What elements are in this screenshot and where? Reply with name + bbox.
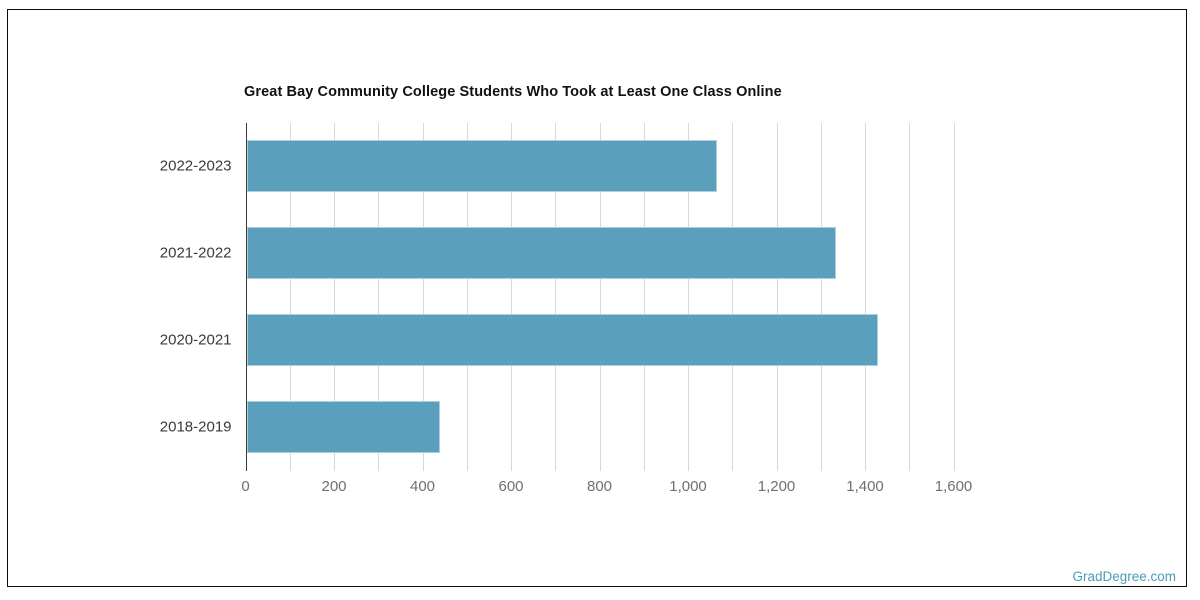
x-axis-tick-label-400: 400 [409, 477, 436, 495]
gridline-x-1300 [820, 123, 822, 471]
gridline-x-1400 [865, 123, 866, 471]
gridline-x-700 [555, 123, 557, 471]
gridline-x-500 [466, 123, 468, 471]
x-axis-tick-label-1,600: 1,600 [934, 477, 973, 495]
bar-2021-2022 [247, 227, 836, 280]
gridline-x-900 [643, 123, 645, 471]
x-axis-tick-label-1,000: 1,000 [669, 477, 707, 495]
category-label-2022-2023: 2022-2023 [159, 157, 232, 175]
gridline-x-1100 [732, 123, 734, 471]
y-axis-line [245, 123, 247, 471]
x-axis-tick-label-600: 600 [498, 477, 524, 495]
x-axis-tick-label-200: 200 [321, 477, 347, 495]
x-axis-tick-label-800: 800 [586, 477, 613, 495]
category-label-2020-2021: 2020-2021 [159, 331, 232, 349]
gridline-x-200 [334, 123, 335, 471]
gridline-x-600 [511, 123, 512, 471]
chart-title: Great Bay Community College Students Who… [244, 84, 782, 100]
x-axis-tick-label-1,200: 1,200 [757, 477, 796, 495]
bar-2018-2019 [247, 401, 441, 454]
gridline-x-1600 [953, 123, 955, 471]
bar-2022-2023 [247, 140, 718, 193]
gridline-x-1200 [776, 123, 778, 471]
gridline-x-300 [378, 123, 380, 471]
gridline-x-1500 [909, 123, 911, 471]
x-axis-tick-label-1,400: 1,400 [846, 477, 884, 495]
category-label-2021-2022: 2021-2022 [159, 244, 232, 262]
gridline-x-800 [599, 123, 601, 471]
gridline-x-1000 [688, 123, 689, 471]
category-label-2018-2019: 2018-2019 [159, 418, 232, 436]
bar-2020-2021 [247, 314, 878, 367]
watermark-link[interactable]: GradDegree.com [1072, 569, 1176, 584]
gridline-x-100 [289, 123, 291, 471]
gridline-x-400 [422, 123, 424, 471]
x-axis-tick-label-0: 0 [241, 477, 250, 495]
